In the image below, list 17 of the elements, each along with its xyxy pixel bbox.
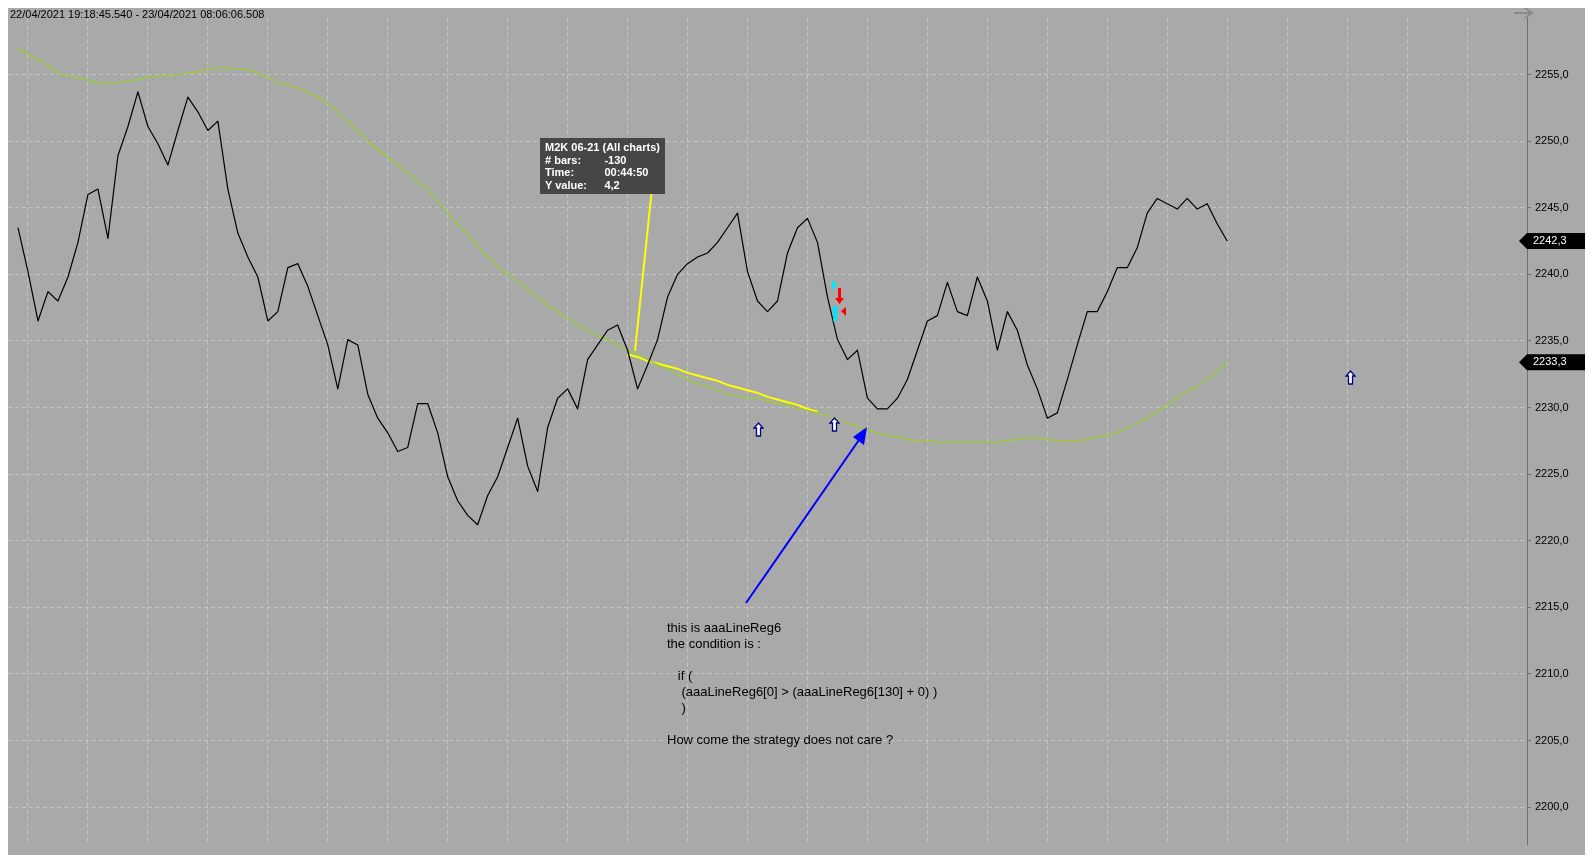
y-tick-label: 2240,0	[1535, 267, 1569, 280]
y-tick-label: 2220,0	[1535, 533, 1569, 546]
text: this is aaaLineReg6 the condition is : if ( (aaaLineReg6[0] > (aaaLineReg6[130] + 0) ) ) How come the strategy does not care ?	[667, 620, 938, 747]
y-tick-label: 2225,0	[1535, 467, 1569, 480]
y-tick-label: 2255,0	[1535, 67, 1569, 80]
y-tick-label: 2205,0	[1535, 733, 1569, 746]
y-tick-label: 2250,0	[1535, 134, 1569, 147]
chart-title: 22/04/2021 19:18:45.540 - 23/04/2021 08:06:06.508	[10, 8, 265, 20]
y-tick-label: 2235,0	[1535, 333, 1569, 346]
text: 2242,3	[1533, 234, 1567, 247]
text: M2K 06-21 (All charts) # bars: -130 Time: 00:44:50 Y value: 4,2	[545, 141, 660, 191]
y-tick-label: 2215,0	[1535, 600, 1569, 613]
y-tick-label: 2200,0	[1535, 800, 1569, 813]
y-tick-label: 2230,0	[1535, 400, 1569, 413]
y-tick-label: 2210,0	[1535, 666, 1569, 679]
y-tick-label: 2245,0	[1535, 200, 1569, 213]
text: 2233,3	[1533, 355, 1567, 368]
